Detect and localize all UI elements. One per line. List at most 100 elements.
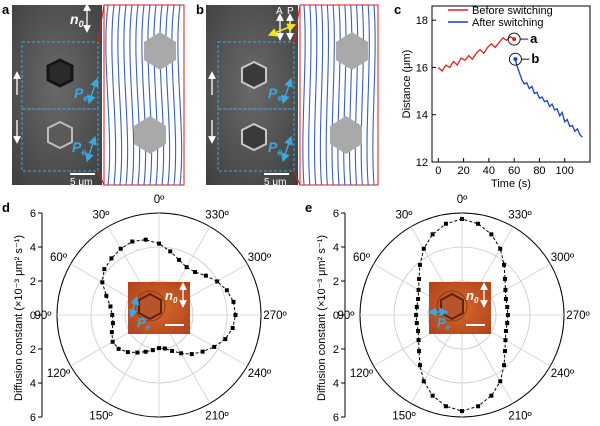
field-line xyxy=(111,4,117,186)
scale-bar-label-a: 5 μm xyxy=(70,177,92,188)
polar-data-point xyxy=(170,348,175,353)
polar-data-point xyxy=(157,346,161,351)
x-tick-label-c: 80 xyxy=(533,165,545,177)
polar-data-point xyxy=(430,232,435,237)
polar-data-point xyxy=(179,351,184,356)
field-line xyxy=(165,4,171,186)
roi-box-bottom xyxy=(21,108,99,172)
polarization-label-bottom-a: Pe xyxy=(72,139,86,157)
angle-label: 0º xyxy=(154,194,165,206)
polar-data-point xyxy=(135,350,140,355)
angle-label: 240º xyxy=(248,368,272,380)
x-tick-label-c: 60 xyxy=(508,165,520,177)
polar-data-point xyxy=(498,246,503,251)
polar-data-point xyxy=(100,280,105,285)
angle-label: 120º xyxy=(47,368,71,380)
schematic-hexagon-top-a xyxy=(144,32,176,70)
panel-c-chart: c 0 20 40 60 80 100 12 14 16 18 Time (s) Distance (… xyxy=(394,2,591,190)
radial-tick-label: 6 xyxy=(333,208,339,220)
angle-label: 0º xyxy=(457,194,468,206)
polar-data-point xyxy=(489,393,494,398)
polar-data-point xyxy=(193,270,198,275)
polar-data-point xyxy=(503,328,508,333)
polar-data-point xyxy=(505,305,510,310)
field-line xyxy=(129,4,135,186)
polar-data-point xyxy=(502,363,507,368)
field-line xyxy=(141,4,147,186)
field-line xyxy=(123,4,129,186)
panel-a: a n0 Pe Pe 5 μm xyxy=(2,2,185,188)
polar-data-point xyxy=(417,363,422,368)
scale-bar-label-b: 5 μm xyxy=(264,177,286,188)
angle-label: 210º xyxy=(205,410,229,422)
angle-label: 270º xyxy=(263,310,287,322)
panel-d: d 64202460º330º300º270º240º210º180º150º1… xyxy=(2,194,287,424)
marker-dot-a xyxy=(512,37,517,42)
polar-data-point xyxy=(143,349,148,354)
polar-data-point xyxy=(502,276,507,281)
polar-data-point xyxy=(476,221,481,226)
radial-tick-label: 0 xyxy=(30,310,36,322)
schematic-hexagon-bottom-b xyxy=(330,116,362,154)
polar-data-point xyxy=(416,297,421,302)
radial-tick-label: 6 xyxy=(30,412,36,424)
radial-tick-label: 4 xyxy=(30,378,36,390)
radial-tick-label: 6 xyxy=(30,208,36,220)
hexagon-colloid-bottom-b xyxy=(241,122,267,152)
field-line xyxy=(313,4,318,186)
polarizer-label-b: P xyxy=(287,6,294,17)
radial-tick-label: 0 xyxy=(333,310,339,322)
polar-data-point xyxy=(498,379,503,384)
director-field-lines-b xyxy=(302,4,376,186)
zoom-guide-top-a xyxy=(97,4,105,43)
field-line xyxy=(105,4,111,186)
polar-data-point xyxy=(110,321,115,326)
field-line xyxy=(177,4,183,186)
field-line xyxy=(366,4,370,186)
inset-polarization-arrow-d xyxy=(128,295,140,319)
plot-frame-c xyxy=(431,5,591,163)
field-line xyxy=(159,4,165,186)
angle-label: 150º xyxy=(89,410,113,422)
angle-label: 330º xyxy=(205,210,229,222)
angle-label: 120º xyxy=(350,368,374,380)
polar-data-point xyxy=(414,305,419,310)
polar-data-point xyxy=(416,287,421,292)
x-tick-label-c: 20 xyxy=(457,165,469,177)
field-line xyxy=(319,4,324,186)
field-line xyxy=(348,4,353,186)
panel-c-label: c xyxy=(394,2,401,17)
polar-data-point xyxy=(503,287,508,292)
angle-label: 30º xyxy=(93,210,111,222)
zoom-guide-bottom-a xyxy=(97,170,105,186)
polar-data-point xyxy=(421,379,426,384)
marker-label-a: a xyxy=(530,31,538,46)
inset-director-label-d: n0 xyxy=(165,288,178,305)
polar-data-point xyxy=(460,409,464,414)
polar-data-point xyxy=(110,339,115,344)
angle-label: 210º xyxy=(508,410,532,422)
field-line xyxy=(372,4,376,186)
inset-polarization-label-d: Pe xyxy=(137,315,151,332)
polarization-arrow-bottom-b xyxy=(281,135,293,163)
polar-data-point xyxy=(489,232,494,237)
field-line xyxy=(360,4,365,186)
radial-tick-label: 2 xyxy=(333,344,339,356)
angle-label: 270º xyxy=(566,310,590,322)
polar-data-point xyxy=(116,346,121,351)
polar-data-point xyxy=(416,328,421,333)
schematic-hexagon-bottom-a xyxy=(134,116,166,154)
polar-data-point xyxy=(430,393,435,398)
panel-b: b A P Pe Pe 5 μm xyxy=(196,2,379,188)
polar-data-point xyxy=(109,256,114,261)
polar-data-point xyxy=(189,352,194,357)
polar-data-point xyxy=(443,221,448,226)
roi-box-bottom-b xyxy=(217,108,295,172)
polar-data-point xyxy=(130,239,135,244)
hexagon-colloid-top-b xyxy=(241,60,267,90)
panel-a-label: a xyxy=(2,2,10,17)
polar-data-point xyxy=(503,338,508,343)
panel-e: e 64202460º330º300º270º240º210º180º150º1… xyxy=(305,194,590,424)
marker-dot-b xyxy=(513,57,518,62)
